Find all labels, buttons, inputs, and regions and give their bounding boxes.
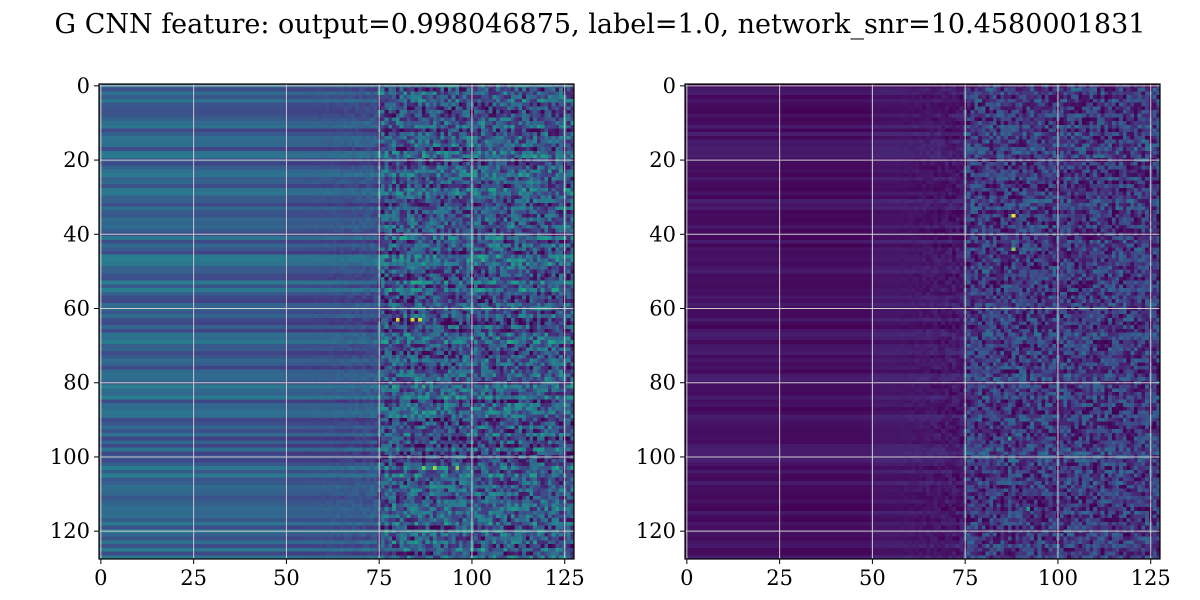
x-tick-label-right-1: 25 — [766, 566, 793, 590]
x-ticks-left: 0 25 50 75 100 125 — [94, 559, 585, 590]
y-tick-label-left-1: 20 — [63, 148, 90, 172]
y-tick-label-right-4: 80 — [649, 371, 676, 395]
x-ticks-right: 0 25 50 75 100 125 — [680, 559, 1171, 590]
heatmap-panel-left: 0 25 50 75 100 125 0 20 40 60 80 100 120 — [50, 74, 585, 590]
y-tick-label-left-2: 40 — [63, 222, 90, 246]
y-tick-label-right-0: 0 — [663, 74, 676, 98]
heatmap-panel-right: 0 25 50 75 100 125 0 20 40 60 80 100 120 — [636, 74, 1171, 590]
x-tick-label-right-5: 125 — [1131, 566, 1171, 590]
x-tick-label-left-2: 50 — [273, 566, 300, 590]
y-tick-label-right-5: 100 — [636, 445, 676, 469]
grid-left — [99, 84, 574, 559]
x-tick-label-left-0: 0 — [94, 566, 107, 590]
y-tick-label-left-6: 120 — [50, 519, 90, 543]
heatmap-image-left — [99, 84, 574, 559]
axes-frame-right — [684, 83, 1161, 560]
y-tick-label-left-0: 0 — [77, 74, 90, 98]
y-tick-label-right-6: 120 — [636, 519, 676, 543]
x-tick-label-right-2: 50 — [859, 566, 886, 590]
y-ticks-right: 0 20 40 60 80 100 120 — [636, 74, 685, 543]
y-tick-label-left-3: 60 — [63, 297, 90, 321]
x-tick-label-right-4: 100 — [1038, 566, 1078, 590]
grid-right — [685, 84, 1160, 559]
y-tick-label-left-4: 80 — [63, 371, 90, 395]
x-tick-label-left-4: 100 — [452, 566, 492, 590]
x-tick-label-right-0: 0 — [680, 566, 693, 590]
x-tick-label-right-3: 75 — [952, 566, 979, 590]
x-tick-label-left-3: 75 — [366, 566, 393, 590]
axes-frame-left — [98, 83, 575, 560]
y-tick-label-right-3: 60 — [649, 297, 676, 321]
y-ticks-left: 0 20 40 60 80 100 120 — [50, 74, 99, 543]
x-tick-label-left-5: 125 — [545, 566, 585, 590]
y-tick-label-right-2: 40 — [649, 222, 676, 246]
figure-title: G CNN feature: output=0.998046875, label… — [55, 9, 1146, 40]
y-tick-label-left-5: 100 — [50, 445, 90, 469]
heatmap-image-right — [685, 84, 1160, 559]
x-tick-label-left-1: 25 — [180, 566, 207, 590]
y-tick-label-right-1: 20 — [649, 148, 676, 172]
